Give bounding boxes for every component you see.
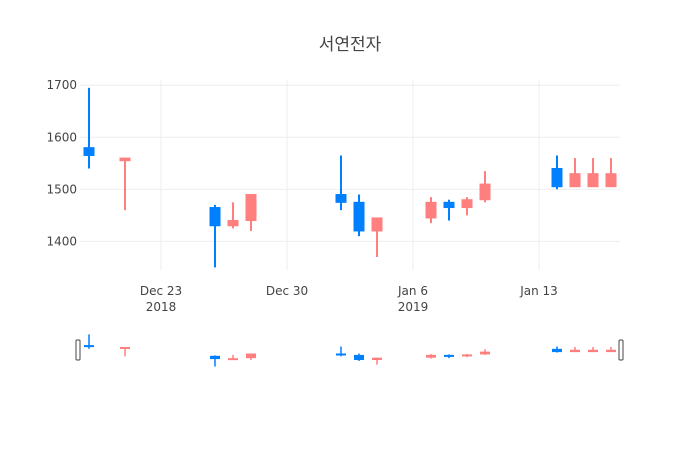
candle-increasing — [227, 202, 239, 229]
slider-candle — [588, 346, 598, 353]
candle-increasing — [371, 217, 383, 257]
y-tick-label: 1500 — [46, 182, 77, 196]
candle-decreasing — [551, 155, 563, 190]
slider-candle — [480, 349, 490, 355]
slider-candle-body — [246, 353, 256, 359]
candle-decreasing — [335, 155, 347, 211]
slider-candle — [570, 346, 580, 353]
slider-candle — [354, 353, 364, 361]
chart-title: 서연전자 — [319, 35, 382, 55]
candle-body — [425, 201, 437, 219]
slider-candle — [552, 346, 562, 353]
candle-increasing — [119, 157, 131, 211]
slider-candle-body — [552, 348, 562, 353]
candle-body — [335, 194, 347, 203]
candle-increasing — [587, 158, 599, 188]
slider-candle — [606, 346, 616, 353]
slider-candle — [210, 355, 220, 367]
candle-decreasing — [353, 194, 365, 237]
x-tick-label: Jan 13 — [519, 284, 558, 298]
x-tick-year-label: 2019 — [398, 300, 429, 314]
slider-candle — [462, 353, 472, 358]
x-tick-label: Jan 6 — [397, 284, 428, 298]
candle-decreasing — [443, 199, 455, 221]
candle-body — [461, 199, 473, 209]
candle-body — [83, 147, 95, 156]
slider-candle-body — [606, 349, 616, 353]
candle-body — [569, 173, 581, 188]
candle-increasing — [425, 197, 437, 224]
axes: 1400 1500 1600 1700 Dec 23 2018 Dec 30 Jan 6 201… — [46, 78, 557, 314]
gridlines — [80, 80, 620, 270]
slider-candle-body — [588, 349, 598, 353]
slider-candle-body — [336, 353, 346, 356]
slider-candle-body — [372, 357, 382, 361]
slider-candle-body — [426, 354, 436, 358]
candle-increasing — [245, 194, 257, 231]
slider-candle — [84, 334, 94, 349]
slider-candle-body — [444, 354, 454, 357]
candle-body — [209, 207, 221, 227]
slider-candle-body — [84, 345, 94, 348]
candle-body — [119, 157, 131, 162]
candle-body — [605, 173, 617, 188]
y-tick-label: 1400 — [46, 234, 77, 248]
range-slider-left-handle[interactable] — [75, 339, 81, 361]
slider-candle-body — [210, 355, 220, 360]
x-tick-label: Dec 23 — [140, 284, 182, 298]
candle-body — [227, 220, 239, 227]
range-slider-right-handle[interactable] — [618, 339, 624, 361]
candle-body — [479, 183, 491, 201]
candle-body — [245, 194, 257, 222]
slider-candle — [426, 353, 436, 359]
slider-candle — [444, 354, 454, 359]
slider-candle-body — [462, 354, 472, 357]
candle-decreasing — [83, 87, 95, 169]
x-tick-label: Dec 30 — [266, 284, 308, 298]
candles — [83, 87, 617, 268]
candle-increasing — [461, 197, 473, 216]
slider-candle — [228, 354, 238, 361]
candle-increasing — [569, 158, 581, 188]
slider-candle-body — [354, 354, 364, 361]
candle-increasing — [605, 158, 617, 188]
slider-candle-body — [480, 351, 490, 355]
slider-candle-body — [570, 349, 580, 353]
y-tick-label: 1600 — [46, 130, 77, 144]
y-tick-label: 1700 — [46, 78, 77, 92]
slider-candle — [372, 357, 382, 365]
slider-candle — [336, 346, 346, 357]
slider-candle-body — [228, 358, 238, 361]
candle-body — [353, 201, 365, 232]
x-tick-year-label: 2018 — [146, 300, 177, 314]
candle-body — [587, 173, 599, 188]
range-slider[interactable] — [75, 334, 624, 367]
slider-candle — [120, 346, 130, 357]
candle-decreasing — [209, 204, 221, 268]
candle-body — [443, 201, 455, 209]
slider-candle — [246, 353, 256, 361]
candle-body — [371, 217, 383, 232]
candle-body — [551, 167, 563, 188]
slider-candle-body — [120, 346, 130, 349]
candle-increasing — [479, 171, 491, 203]
